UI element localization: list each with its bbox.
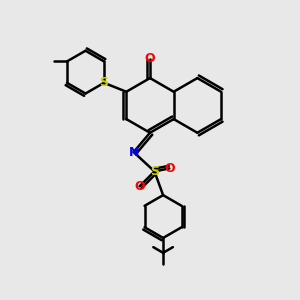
Text: S: S [100, 76, 109, 89]
Text: O: O [145, 52, 155, 65]
Text: S: S [150, 165, 159, 178]
Text: N: N [128, 146, 139, 159]
Text: O: O [134, 180, 145, 193]
Text: O: O [164, 162, 175, 175]
